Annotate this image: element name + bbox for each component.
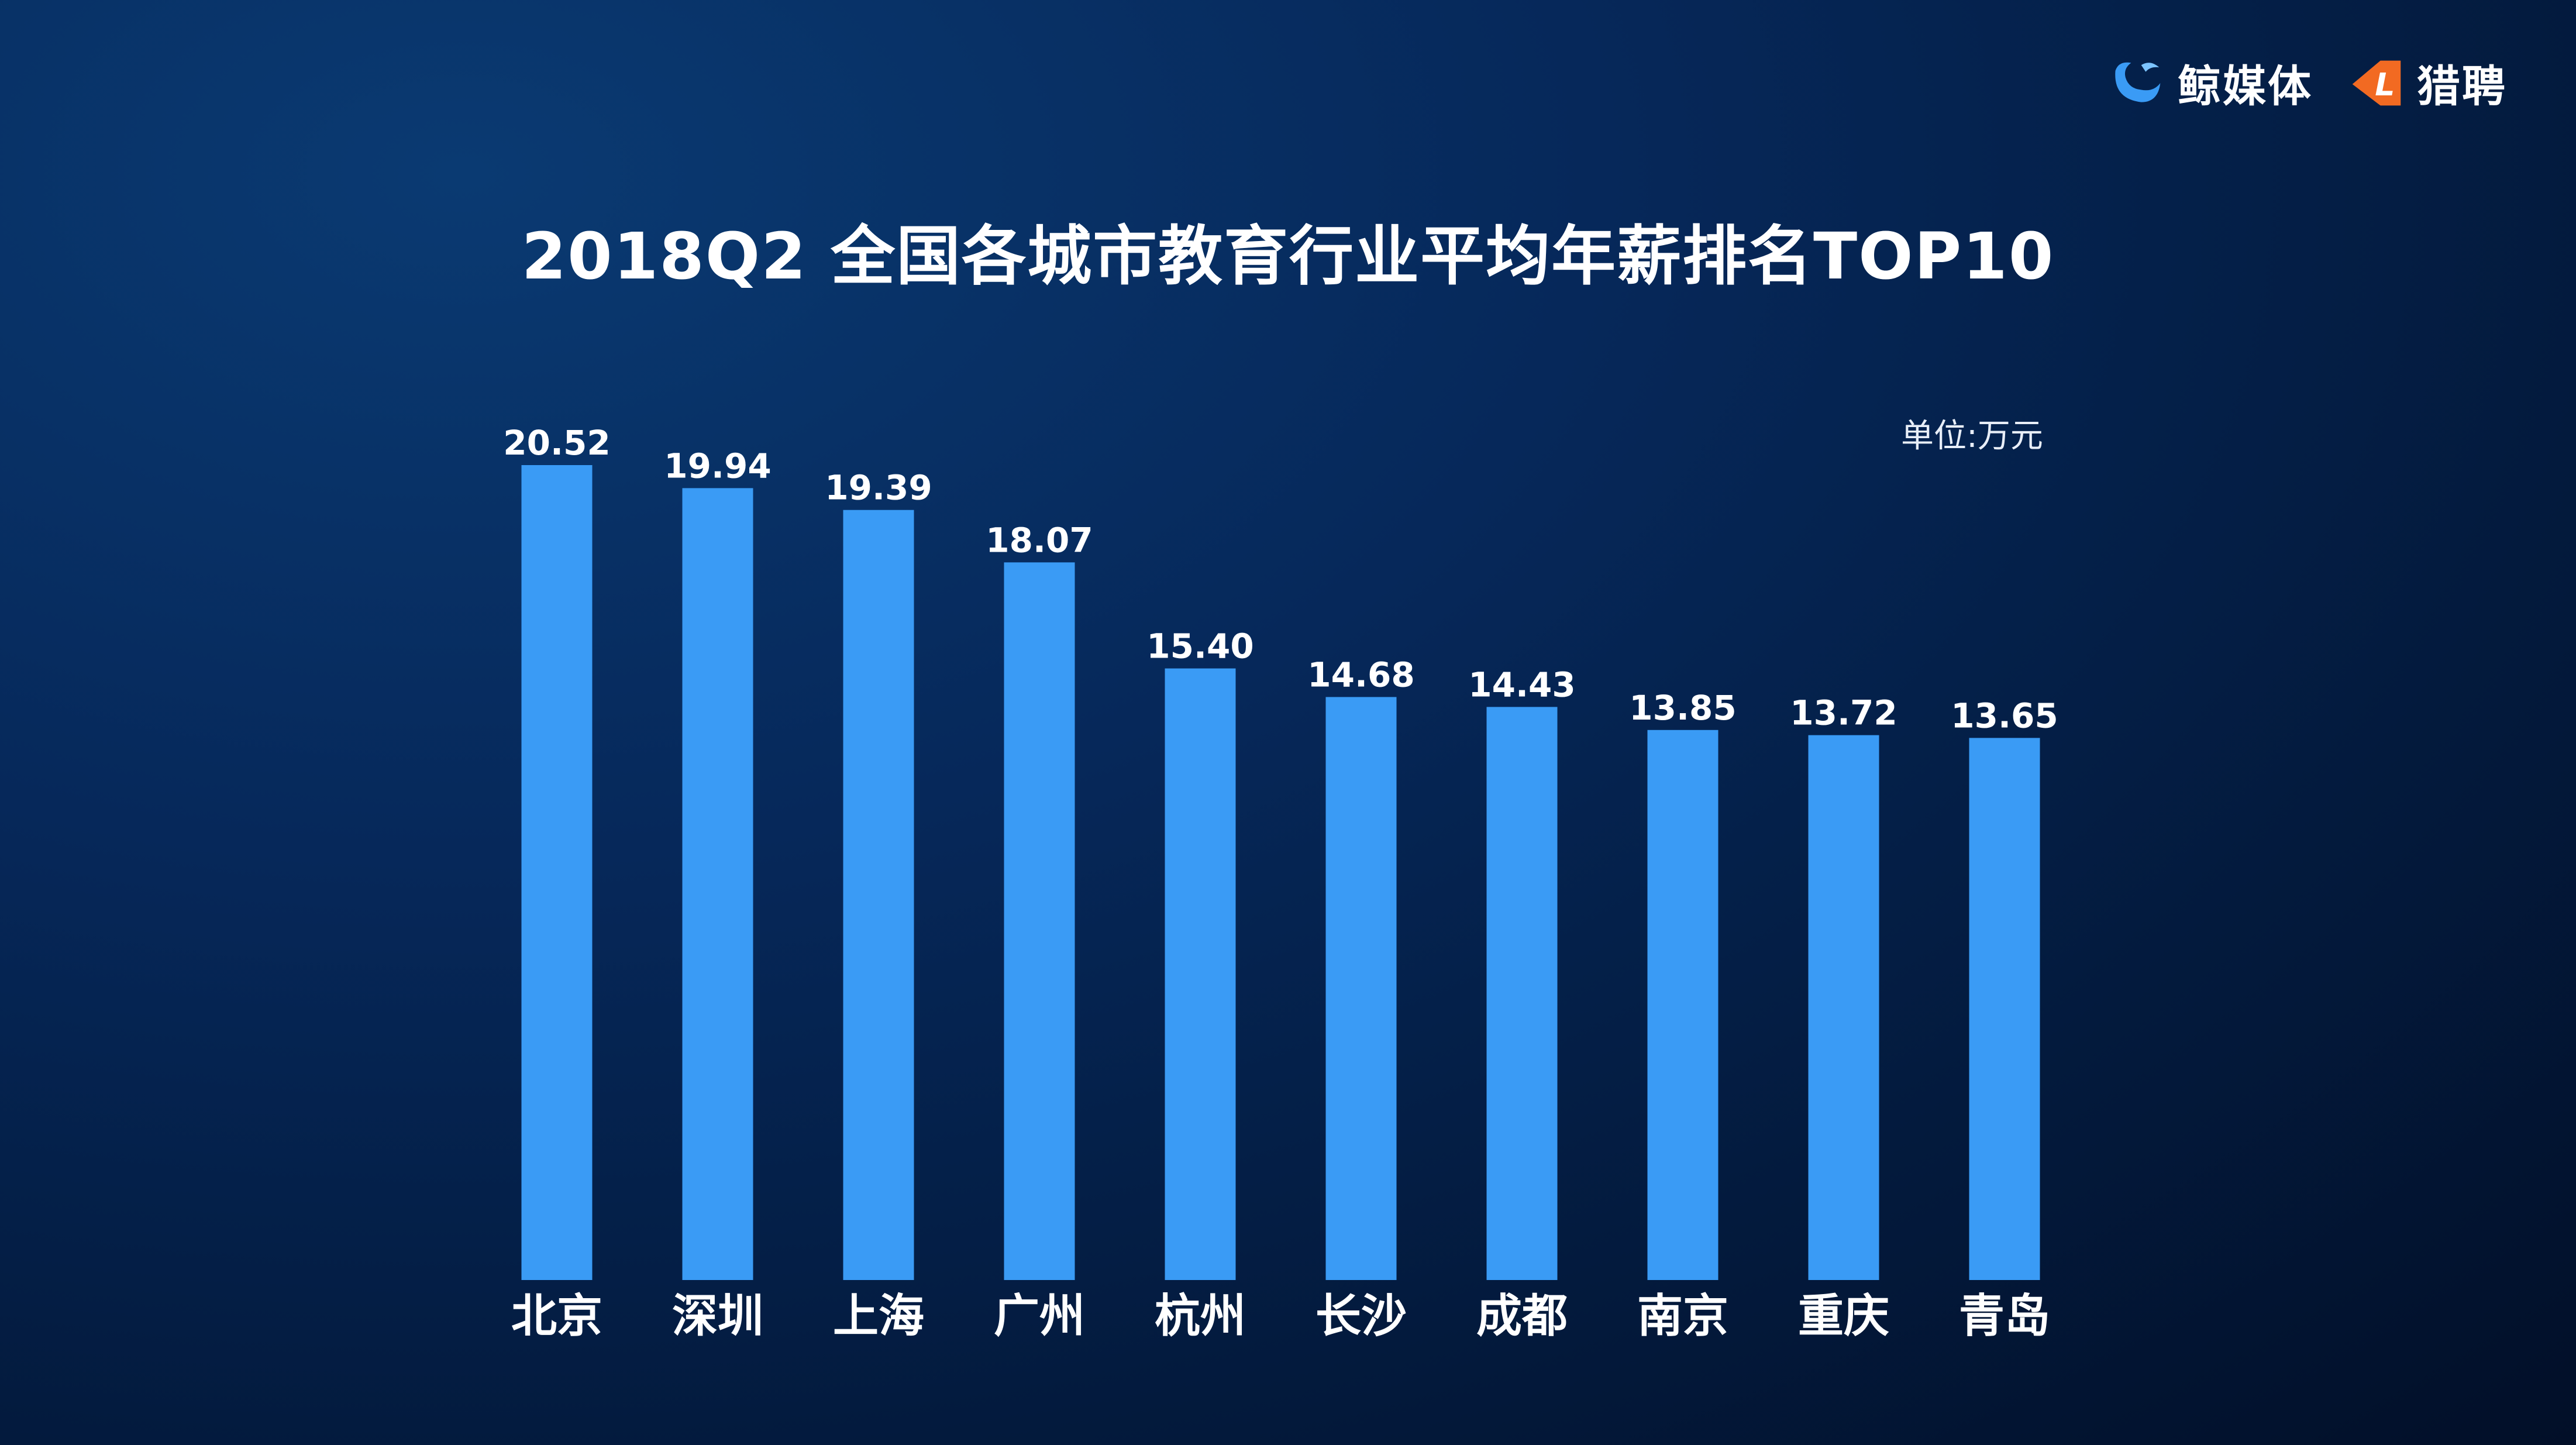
bar-青岛: [1969, 738, 2040, 1280]
bar-杭州: [1165, 668, 1236, 1280]
value-label: 19.94: [664, 446, 771, 486]
brand-jingmeiti: 鲸媒体: [2109, 51, 2313, 114]
category-label: 上海: [833, 1290, 924, 1343]
category-label: 杭州: [1155, 1290, 1246, 1343]
brand-jingmeiti-text: 鲸媒体: [2178, 61, 2313, 112]
category-label: 广州: [994, 1290, 1085, 1343]
value-label: 14.43: [1468, 665, 1575, 704]
bar-南京: [1647, 730, 1719, 1280]
liepin-logo-icon: L: [2352, 60, 2401, 105]
brand-liepin: L 猎聘: [2348, 51, 2507, 114]
category-label: 青岛: [1959, 1290, 2050, 1343]
bar-广州: [1004, 562, 1075, 1280]
category-label: 成都: [1476, 1290, 1568, 1343]
value-label: 18.07: [986, 520, 1093, 560]
bar-重庆: [1808, 735, 1879, 1280]
category-label: 深圳: [672, 1290, 763, 1343]
brand-liepin-text: 猎聘: [2417, 61, 2507, 112]
bar-长沙: [1325, 697, 1397, 1280]
brand-logos: 鲸媒体 L 猎聘: [2109, 51, 2507, 114]
svg-text:L: L: [2375, 66, 2395, 103]
whale-logo-icon: [2115, 62, 2161, 102]
bar-深圳: [682, 488, 753, 1280]
value-label: 15.40: [1146, 627, 1253, 666]
bar-成都: [1486, 707, 1558, 1280]
value-label: 14.68: [1307, 655, 1414, 694]
value-label: 20.52: [503, 423, 610, 463]
chart-title: 2018Q2 全国各城市教育行业平均年薪排名TOP10: [521, 219, 2055, 294]
category-label: 南京: [1637, 1290, 1728, 1343]
bar-北京: [521, 465, 593, 1280]
category-label: 重庆: [1798, 1290, 1889, 1343]
value-label: 13.65: [1951, 696, 2058, 735]
value-label: 13.72: [1790, 693, 1897, 733]
unit-label: 单位:万元: [1901, 417, 2043, 455]
value-label: 13.85: [1629, 688, 1736, 728]
category-label: 北京: [511, 1290, 602, 1343]
bar-上海: [843, 510, 914, 1281]
category-label: 长沙: [1315, 1290, 1407, 1343]
value-label: 19.39: [825, 468, 932, 508]
